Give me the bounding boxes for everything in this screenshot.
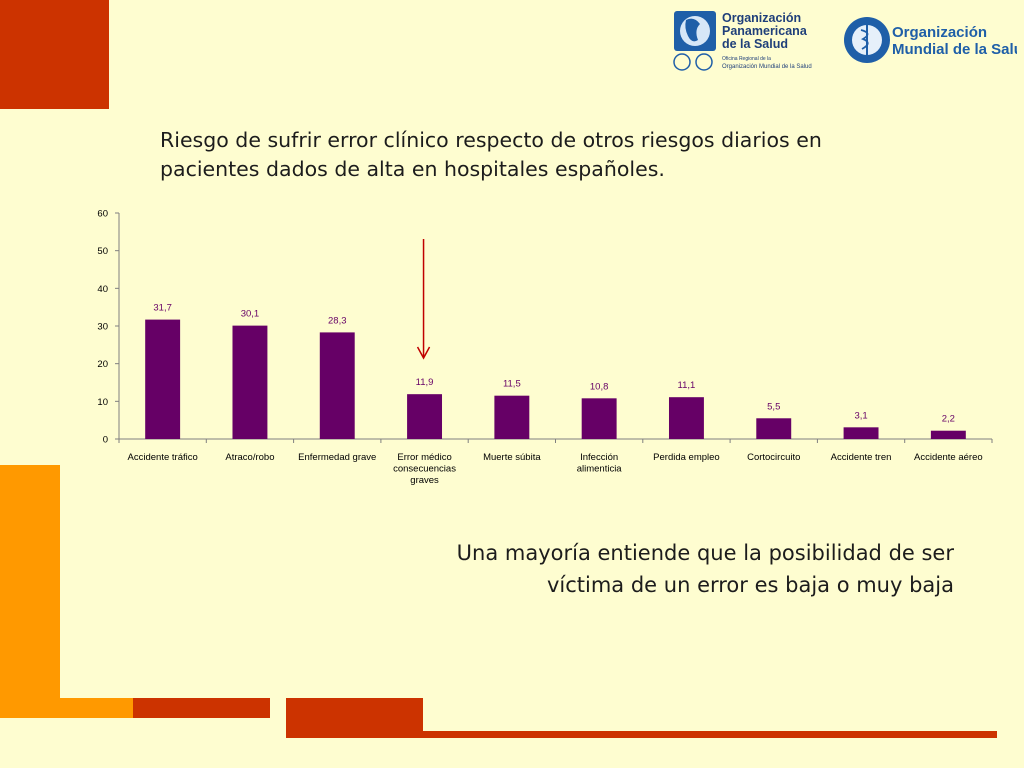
logos-svg: Organización Panamericana de la Salud Of…	[673, 11, 1024, 71]
bar	[145, 319, 181, 439]
chart-annotation	[416, 239, 431, 360]
category-label: Muerte súbita	[483, 452, 541, 463]
category-label: Atraco/robo	[225, 452, 274, 463]
oms-logo: Organización Mundial de la Salud	[844, 17, 1024, 63]
category-label: graves	[410, 475, 439, 486]
bottom-block-red-center	[286, 698, 423, 738]
bar	[319, 332, 355, 439]
y-tick-label: 40	[97, 284, 108, 295]
conclusion-text: Una mayoría entiende que la posibilidad …	[380, 537, 954, 601]
bar	[232, 325, 268, 439]
bar-value-label: 31,7	[153, 303, 172, 314]
category-label: Accidente tráfico	[128, 452, 198, 463]
oms-name-line-2: Mundial de la Salud	[892, 41, 1017, 58]
bar	[581, 398, 617, 439]
ops-logo: Organización Panamericana de la Salud Of…	[673, 11, 812, 71]
ops-small-emblem-1	[673, 53, 691, 71]
y-tick-label: 30	[97, 322, 108, 333]
y-tick-label: 50	[97, 246, 108, 257]
slide-title-line-1: Riesgo de sufrir error clínico respecto …	[160, 128, 822, 152]
bar-value-label: 11,9	[416, 377, 434, 388]
category-label: Error médico	[397, 452, 451, 463]
bottom-stripe-red	[423, 731, 997, 738]
category-label: alimenticia	[577, 464, 623, 475]
bar	[756, 418, 792, 439]
bar-value-label: 2,2	[942, 414, 955, 425]
slide-title-line-2: pacientes dados de alta en hospitales es…	[160, 157, 665, 181]
ops-sub-line-2: Organización Mundial de la Salud	[722, 64, 812, 70]
bar	[843, 427, 879, 439]
category-label: Enfermedad grave	[298, 452, 376, 463]
category-label: consecuencias	[393, 464, 456, 475]
y-tick-label: 60	[97, 209, 108, 220]
bar-value-label: 11,5	[503, 379, 521, 390]
ops-name-line-3: de la Salud	[722, 37, 788, 51]
slide-title: Riesgo de sufrir error clínico respecto …	[160, 126, 900, 184]
oms-name-line-1: Organización	[892, 24, 987, 41]
highlight-arrow-head	[416, 346, 431, 360]
conclusion-line-2: víctima de un error es baja o muy baja	[546, 573, 954, 597]
bar	[930, 430, 966, 439]
y-tick-label: 0	[103, 435, 108, 446]
bottom-block-red-left	[133, 698, 270, 718]
bar	[407, 394, 443, 439]
bar	[668, 397, 704, 439]
bar-value-label: 30,1	[241, 309, 260, 320]
ops-small-emblem-2	[695, 53, 713, 71]
bar-value-label: 28,3	[328, 315, 347, 326]
category-label: Cortocircuito	[747, 452, 800, 463]
conclusion-line-1: Una mayoría entiende que la posibilidad …	[456, 541, 954, 565]
category-label: Perdida empleo	[653, 452, 720, 463]
y-tick-label: 10	[97, 397, 108, 408]
ops-name-line-1: Organización	[722, 11, 801, 25]
corner-block-red	[0, 0, 109, 109]
logos-area: Organización Panamericana de la Salud Of…	[672, 8, 1024, 74]
side-block-orange	[0, 465, 60, 718]
category-label: Accidente tren	[831, 452, 892, 463]
chart-bars	[145, 319, 966, 439]
category-label: Accidente aéreo	[914, 452, 983, 463]
chart-labels: 31,7 Accidente tráfico 30,1 Atraco/robo 28,3…	[128, 303, 983, 486]
bottom-block-orange	[60, 698, 133, 718]
ops-name-line-2: Panamericana	[722, 24, 808, 38]
bar-value-label: 10,8	[590, 381, 609, 392]
bar-value-label: 11,1	[678, 380, 696, 391]
bar	[494, 395, 530, 439]
category-label: Infección	[580, 452, 618, 463]
bar-value-label: 3,1	[854, 410, 867, 421]
bar-value-label: 5,5	[767, 401, 780, 412]
ops-sub-line-1: Oficina Regional de la	[722, 56, 771, 62]
y-tick-label: 20	[97, 359, 108, 370]
